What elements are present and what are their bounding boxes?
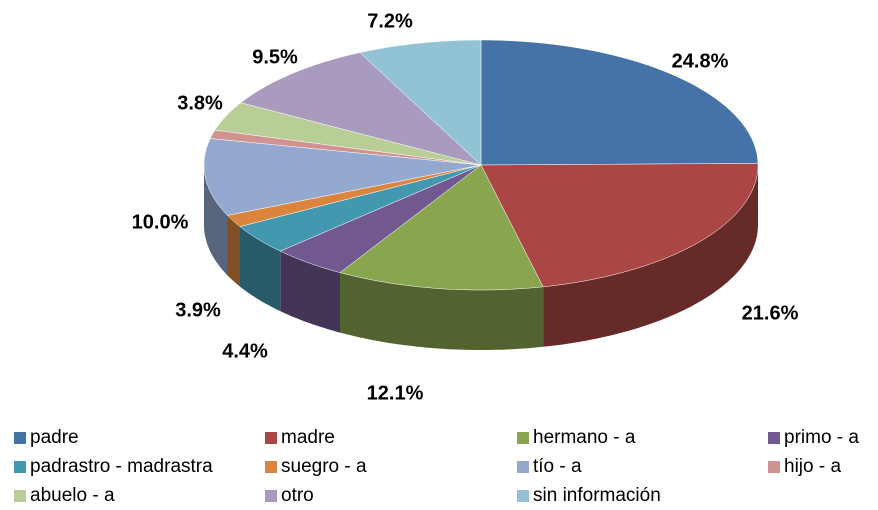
legend-label: hermano - a (533, 427, 636, 448)
data-label: 10.0% (132, 211, 189, 233)
legend-swatch (14, 490, 26, 502)
legend-label: otro (281, 485, 314, 506)
slice (359, 39, 482, 166)
legend-swatch (517, 490, 529, 502)
data-label: 3.9% (175, 299, 221, 321)
slice (480, 163, 759, 288)
slice-side (280, 251, 340, 333)
legend-swatch (265, 461, 277, 473)
slice-side (204, 165, 228, 276)
data-label: 21.6% (742, 302, 799, 324)
legend-label: madre (281, 427, 335, 448)
legend-swatch (14, 432, 26, 444)
data-label: 12.1% (367, 382, 424, 404)
legend-swatch (265, 490, 277, 502)
legend-label: suegro - a (281, 456, 367, 477)
legend-label: padre (30, 427, 79, 448)
data-label: 4.4% (222, 340, 268, 362)
legend-swatch (768, 461, 780, 473)
slice-side (227, 215, 240, 287)
data-label: 9.5% (252, 46, 298, 68)
legend-swatch (265, 432, 277, 444)
slice (240, 52, 482, 166)
slice (279, 164, 482, 273)
slice (214, 102, 482, 166)
slice (480, 39, 759, 166)
slice-side (340, 272, 544, 350)
legend-label: abuelo - a (30, 485, 115, 506)
legend-swatch (517, 461, 529, 473)
data-label: 7.2% (367, 10, 413, 32)
slice-side (240, 226, 281, 312)
slice (339, 164, 544, 291)
legend-label: hijo - a (784, 456, 841, 477)
legend-label: padrastro - madrastra (30, 456, 213, 477)
slice (239, 164, 482, 252)
slice (203, 138, 482, 216)
legend-label: sin información (533, 485, 661, 506)
legend-swatch (517, 432, 529, 444)
slice-side (543, 165, 758, 347)
legend-swatch (14, 461, 26, 473)
legend-label: tío - a (533, 456, 582, 477)
legend-label: primo - a (784, 427, 859, 448)
legend-swatch (768, 432, 780, 444)
slice (226, 164, 482, 227)
data-label: 3.8% (177, 92, 223, 114)
data-label: 24.8% (672, 50, 729, 72)
